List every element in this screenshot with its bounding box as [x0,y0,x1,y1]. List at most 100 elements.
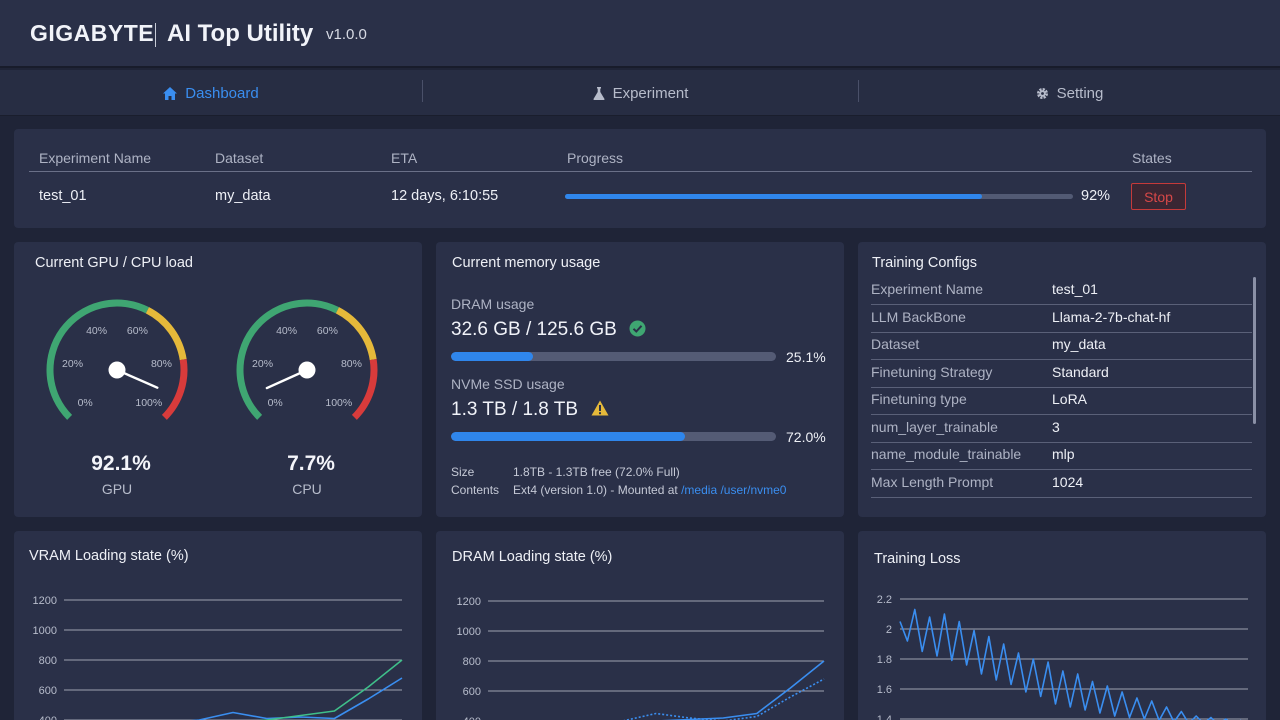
table-header-divider [29,171,1252,172]
dram-chart-panel [436,531,844,720]
series-line-0 [660,660,825,720]
config-value: 1024 [1052,473,1084,490]
gpu-gauge-tick-label: 60% [127,325,148,337]
gear-icon [1036,87,1049,100]
cpu-gauge-tick-label: 20% [252,358,273,370]
y-tick-label: 1000 [457,626,481,638]
col-header-progress: Progress [567,150,624,166]
gpu-gauge-tick-label: 20% [62,358,83,370]
tab-dashboard[interactable]: Dashboard [0,70,422,116]
configs-scrollbar[interactable] [1253,277,1256,424]
config-row: num_layer_trainable 3 [871,416,1252,443]
config-row: LLM BackBone Llama-2-7b-chat-hf [871,306,1252,333]
config-key: name_module_trainable [871,446,1022,462]
y-tick-label: 1.4 [877,714,892,720]
configs-title: Training Configs [872,255,978,271]
experiment-progress-fill [565,194,982,199]
memory-title: Current memory usage [452,255,601,271]
config-row: Finetuning type LoRA [871,388,1252,415]
config-value: LoRA [1052,391,1088,407]
gpu-gauge-tick-label: 40% [86,325,107,337]
config-key: Max Length Prompt [871,473,994,490]
cpu-gauge-tick-label: 0% [268,397,283,409]
brand-logo: GIGABYTE [30,20,155,46]
loss-chart-title: Training Loss [874,551,961,567]
config-row: Dataset my_data [871,333,1252,360]
config-key: LLM BackBone [871,308,966,325]
training-configs-panel [858,242,1266,517]
dram-loading-chart: 1200 1000 800 600 400 [457,596,825,720]
app-version: v1.0.0 [326,26,367,43]
gpu-gauge-needle-hub [108,361,126,379]
dram-usage-percent: 25.1% [786,349,826,365]
training-loss-chart: 2.2 2 1.8 1.6 1.4 [877,594,1248,720]
series-line-1 [257,659,403,720]
gpu-label: GPU [101,481,133,497]
col-header-dataset: Dataset [215,150,264,166]
series-line-1 [623,678,825,720]
vram-loading-chart: 1200 1000 800 600 400 [33,595,403,720]
y-tick-label: 1200 [33,595,57,607]
series-line-0 [899,608,1242,720]
cpu-gauge-arc-normal [236,299,340,420]
gauges-title: Current GPU / CPU load [35,255,193,271]
vram-chart-panel [14,531,422,720]
config-key: num_layer_trainable [871,418,998,435]
experiment-name-cell: test_01 [39,188,87,204]
config-value: 3 [1052,418,1060,435]
eta-cell: 12 days, 6:10:55 [391,188,499,204]
experiment-progress-bar [565,194,1073,199]
y-tick-label: 1.6 [877,684,892,696]
tab-setting-label: Setting [1056,84,1104,102]
config-value: Llama-2-7b-chat-hf [1052,308,1171,325]
col-header-states: States [1132,150,1172,166]
cpu-gauge-arc-critical [351,358,378,420]
memory-panel [436,242,844,517]
size-value: 1.8TB - 1.3TB free (72.0% Full) [513,465,680,479]
config-key: Dataset [871,336,920,352]
cpu-label: CPU [292,481,322,497]
contents-text: Ext4 (version 1.0) - Mounted at [513,483,678,497]
y-tick-label: 2.2 [877,594,892,606]
dram-usage-label: DRAM usage [451,296,535,312]
col-header-experiment-name: Experiment Name [39,150,152,166]
nvme-usage-percent: 72.0% [786,429,826,445]
main-nav: Dashboard Experiment Setting [0,70,1280,116]
check-circle-icon [629,320,646,342]
y-tick-label: 400 [39,715,57,720]
y-tick-label: 1200 [457,596,481,608]
tab-experiment[interactable]: Experiment [423,70,858,116]
stop-button[interactable]: Stop [1131,183,1186,210]
tab-dashboard-label: Dashboard [185,84,259,102]
dram-usage-fill [451,352,533,361]
dataset-cell: my_data [215,188,271,204]
config-row: Experiment Name test_01 [871,278,1252,305]
gpu-gauge-tick-label: 0% [78,397,93,409]
gpu-gauge-arc-warning [145,307,187,361]
config-value: Standard [1052,363,1109,380]
nvme-usage-label: NVMe SSD usage [451,376,565,392]
brand-divider [155,23,156,47]
dram-usage-value: 32.6 GB / 125.6 GB [451,319,617,340]
gpu-gauge-arc-critical [161,358,188,420]
cpu-gauge-arc-warning [335,307,377,361]
cpu-gauge-tick-label: 80% [341,358,362,370]
tab-setting[interactable]: Setting [859,70,1280,116]
tab-experiment-label: Experiment [612,84,689,102]
cpu-gauge-tick-label: 100% [325,397,352,409]
config-key: Experiment Name [871,281,984,297]
y-tick-label: 800 [39,655,57,667]
cpu-gauge: 0% 20% 40% 60% 80% 100% [236,299,378,420]
flask-icon [592,86,605,100]
gpu-gauge: 0% 20% 40% 60% 80% 100% [46,299,188,420]
app-title: AI Top Utility [167,20,314,47]
contents-label: Contents [451,483,500,497]
config-row: Max Length Prompt 1024 [871,471,1252,498]
cpu-gauge-tick-label: 60% [317,325,338,337]
mount-path-link[interactable]: /media /user/nvme0 [681,483,787,497]
progress-percent: 92% [1081,188,1111,204]
warning-icon [591,400,609,421]
gpu-gauge-tick-label: 80% [151,358,172,370]
vram-chart-title: VRAM Loading state (%) [29,548,189,564]
config-value: test_01 [1052,281,1098,297]
